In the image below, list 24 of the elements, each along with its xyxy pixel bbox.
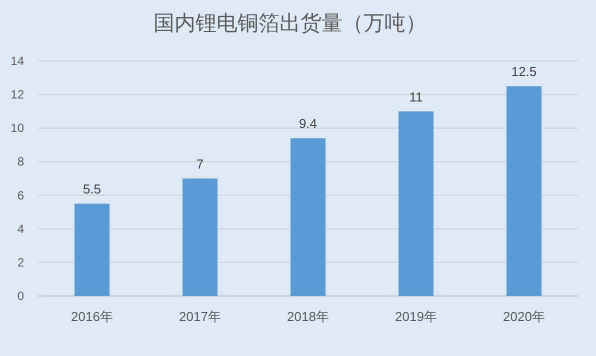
data-label: 9.4 (298, 116, 318, 132)
data-label: 7 (196, 156, 204, 172)
y-tick-label: 2 (17, 255, 24, 270)
data-label: 11 (409, 89, 423, 104)
bar (74, 204, 110, 296)
x-tick-label: 2016年 (71, 309, 113, 324)
bar (506, 86, 542, 296)
bar (182, 178, 218, 296)
y-tick-label: 14 (10, 54, 24, 68)
bar (290, 138, 326, 296)
y-tick-label: 10 (10, 121, 24, 136)
x-tick-label: 2018年 (287, 309, 329, 324)
x-tick-label: 2019年 (395, 309, 437, 324)
y-tick-label: 0 (17, 289, 24, 303)
data-label: 5.5 (82, 182, 102, 197)
x-tick-label: 2020年 (503, 309, 545, 324)
chart-title: 国内锂电铜箔出货量（万吨） (154, 12, 426, 35)
data-label: 12.5 (511, 64, 537, 80)
bar (398, 111, 434, 296)
y-tick-label: 8 (17, 154, 24, 169)
x-tick-label: 2017年 (179, 309, 221, 324)
y-tick-label: 4 (17, 222, 24, 236)
y-tick-label: 6 (17, 188, 24, 202)
y-tick-label: 12 (10, 88, 24, 102)
